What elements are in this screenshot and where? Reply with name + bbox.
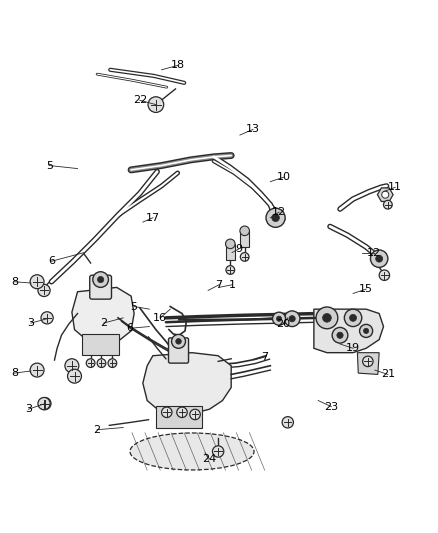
Text: 11: 11: [388, 182, 402, 192]
Text: 7: 7: [261, 352, 268, 362]
Circle shape: [382, 191, 389, 198]
Text: 23: 23: [324, 402, 338, 411]
Circle shape: [212, 446, 224, 457]
Circle shape: [240, 253, 249, 261]
Polygon shape: [314, 309, 384, 353]
Text: 8: 8: [11, 368, 18, 378]
Circle shape: [86, 359, 95, 367]
Circle shape: [162, 407, 172, 417]
Circle shape: [266, 208, 285, 228]
Bar: [226, 244, 235, 261]
Text: 22: 22: [133, 95, 147, 105]
Circle shape: [176, 338, 181, 344]
Text: 6: 6: [126, 324, 133, 333]
FancyBboxPatch shape: [169, 338, 188, 363]
Text: 15: 15: [359, 284, 373, 294]
Text: 20: 20: [276, 319, 290, 329]
Text: 1: 1: [229, 280, 236, 290]
Circle shape: [376, 255, 383, 262]
Ellipse shape: [130, 433, 254, 470]
Circle shape: [38, 398, 50, 410]
Text: 19: 19: [346, 343, 360, 353]
Circle shape: [177, 407, 187, 417]
Circle shape: [371, 250, 388, 268]
Circle shape: [282, 417, 293, 428]
Text: 16: 16: [153, 313, 167, 323]
Polygon shape: [378, 188, 393, 201]
Circle shape: [93, 272, 109, 287]
Text: 5: 5: [131, 302, 138, 312]
Circle shape: [363, 356, 373, 367]
Circle shape: [108, 359, 117, 367]
Bar: [240, 231, 250, 247]
Text: 8: 8: [11, 277, 18, 287]
Circle shape: [379, 270, 390, 280]
Text: 12: 12: [367, 247, 381, 257]
Text: 7: 7: [215, 280, 223, 290]
Circle shape: [39, 398, 51, 410]
Circle shape: [360, 325, 373, 337]
Bar: [82, 334, 119, 355]
Text: 9: 9: [235, 244, 242, 254]
Circle shape: [276, 316, 282, 321]
Polygon shape: [143, 353, 231, 414]
Circle shape: [272, 312, 286, 325]
Polygon shape: [357, 353, 379, 375]
Text: 2: 2: [94, 425, 101, 435]
Text: 17: 17: [146, 213, 160, 223]
Circle shape: [364, 328, 369, 334]
Text: 21: 21: [381, 369, 395, 379]
Circle shape: [332, 327, 348, 343]
Circle shape: [316, 307, 338, 329]
Circle shape: [30, 363, 44, 377]
Text: 2: 2: [100, 318, 107, 328]
Circle shape: [284, 311, 300, 327]
Circle shape: [344, 309, 362, 327]
Text: 5: 5: [46, 160, 53, 171]
Text: 10: 10: [276, 172, 290, 182]
Circle shape: [226, 265, 235, 274]
Circle shape: [190, 409, 200, 419]
Circle shape: [98, 277, 104, 282]
Circle shape: [67, 369, 81, 383]
Circle shape: [384, 200, 392, 209]
Circle shape: [289, 316, 295, 322]
Circle shape: [337, 332, 343, 338]
Text: 12: 12: [272, 207, 286, 217]
Circle shape: [322, 313, 331, 322]
Circle shape: [65, 359, 79, 373]
Circle shape: [172, 334, 185, 349]
Circle shape: [97, 359, 106, 367]
Circle shape: [350, 314, 357, 321]
FancyBboxPatch shape: [90, 275, 112, 299]
Text: 3: 3: [28, 318, 35, 328]
Circle shape: [226, 239, 235, 249]
Text: 3: 3: [25, 404, 32, 414]
Circle shape: [272, 214, 279, 222]
Circle shape: [240, 226, 250, 236]
Circle shape: [41, 312, 53, 324]
Text: 18: 18: [170, 60, 185, 70]
Circle shape: [38, 284, 50, 296]
Text: 24: 24: [202, 454, 216, 464]
Circle shape: [30, 275, 44, 289]
Circle shape: [148, 97, 164, 112]
Text: 13: 13: [246, 124, 260, 134]
Polygon shape: [72, 287, 134, 344]
Text: 6: 6: [48, 256, 55, 266]
Bar: [156, 406, 201, 429]
